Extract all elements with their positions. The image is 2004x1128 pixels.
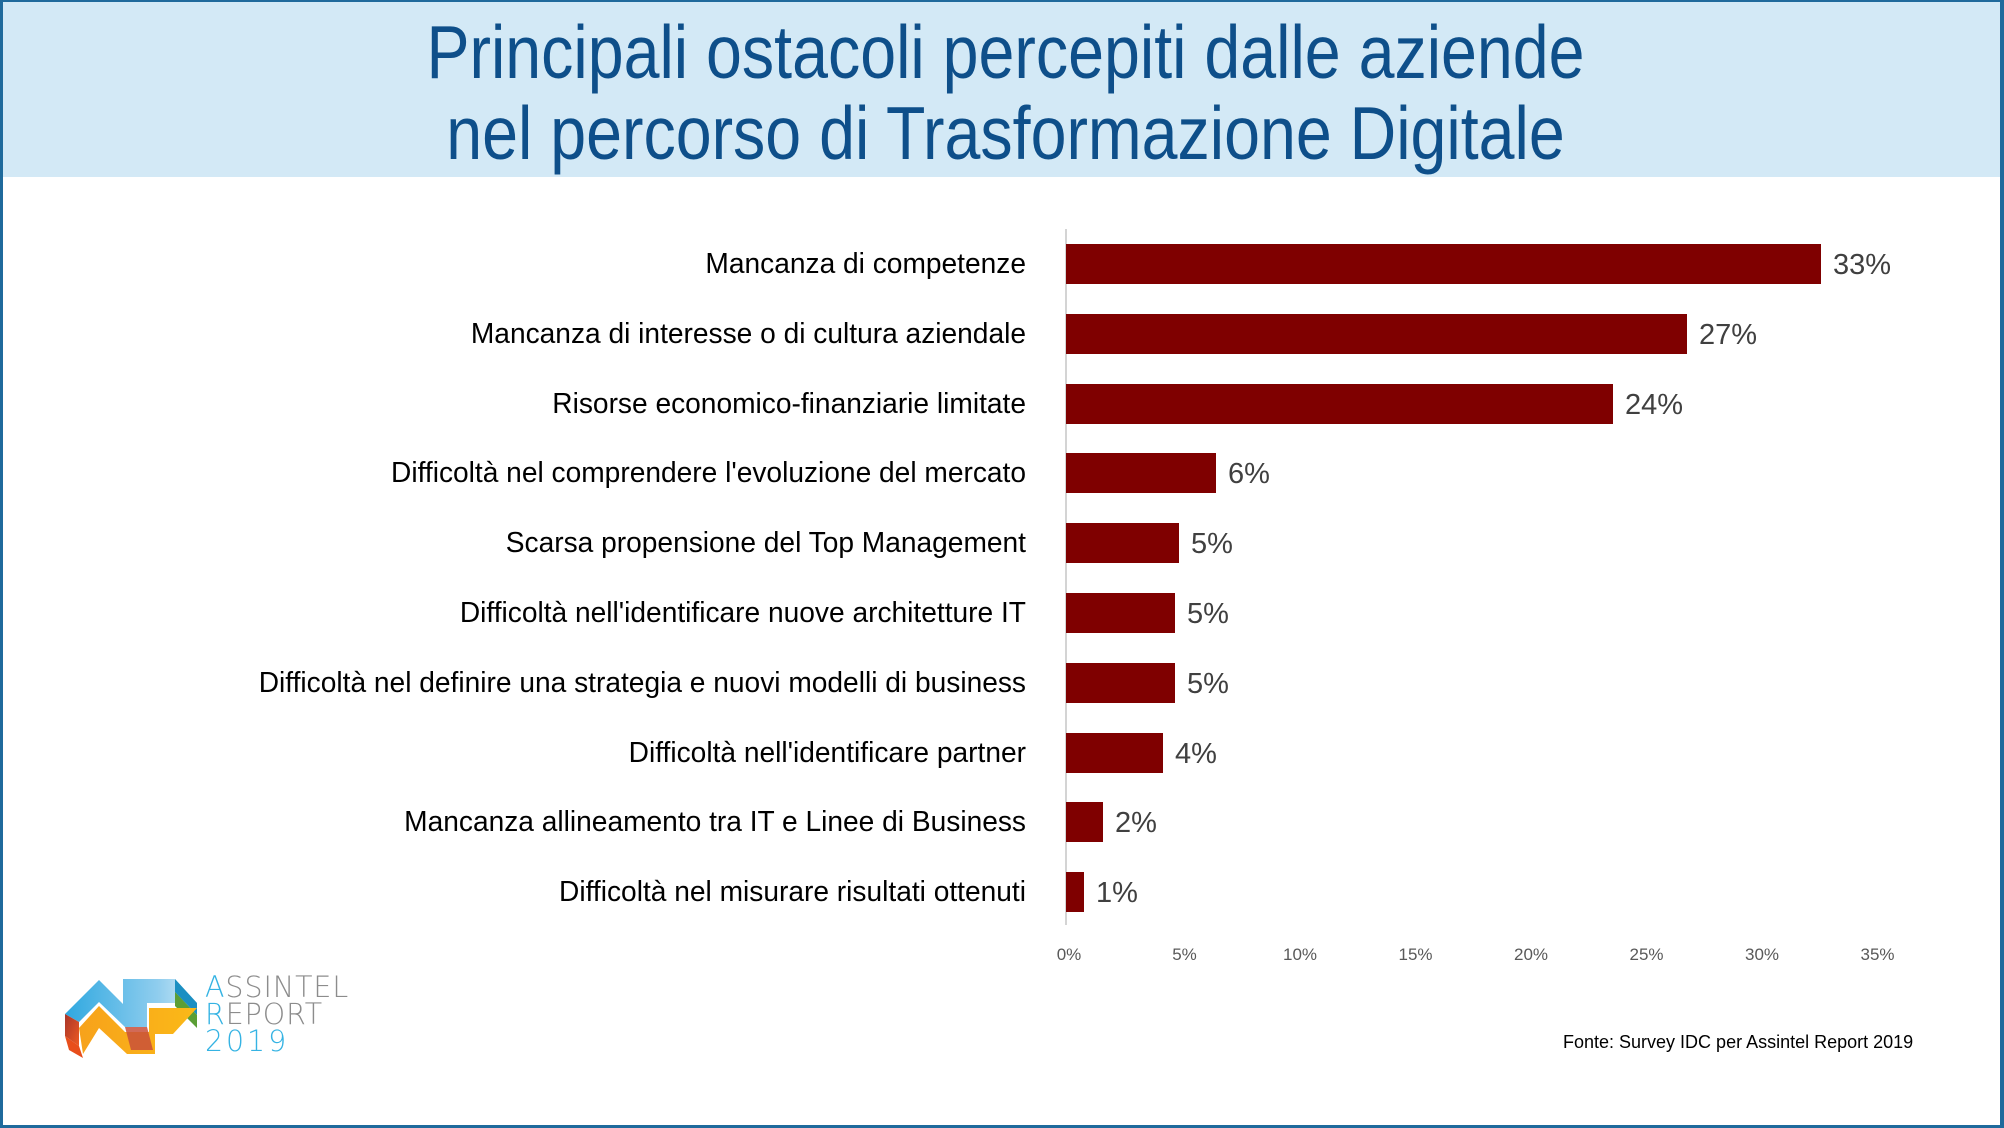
category-label: Risorse economico-finanziarie limitate <box>552 388 1026 420</box>
value-label: 5% <box>1191 528 1233 560</box>
assintel-logo-icon <box>65 979 197 1058</box>
x-tick-label: 25% <box>1629 945 1664 964</box>
x-tick-label: 30% <box>1744 945 1780 964</box>
logo-word-year: 2019 <box>205 1024 290 1058</box>
value-label: 2% <box>1115 807 1157 839</box>
bar <box>1066 733 1163 773</box>
assintel-report-logo: ASSINTEL REPORT 2019 <box>61 970 401 1070</box>
logo-word-assintel: ASSINTEL <box>205 973 349 1002</box>
x-tick-label: 5% <box>1172 945 1197 964</box>
value-label: 1% <box>1096 877 1138 909</box>
bar <box>1066 384 1613 424</box>
category-label: Mancanza di competenze <box>705 248 1026 280</box>
page-title-line-1: Principali ostacoli percepiti dalle azie… <box>426 10 1585 94</box>
logo-word-rest: EPORT <box>225 997 324 1031</box>
x-tick-label: 0% <box>1056 945 1082 964</box>
bar <box>1066 523 1179 563</box>
page-title-line-2: nel percorso di Trasformazione Digitale <box>446 91 1565 175</box>
category-axis-line <box>1065 229 1067 925</box>
value-label: 24% <box>1625 389 1684 421</box>
x-tick-label: 15% <box>1398 945 1433 964</box>
x-tick-label: 35% <box>1860 945 1895 964</box>
category-label: Difficoltà nel misurare risultati ottenu… <box>559 876 1026 908</box>
value-label: 4% <box>1175 738 1217 770</box>
bar <box>1066 593 1175 633</box>
logo-accent-letter: R <box>205 997 226 1031</box>
category-label: Difficoltà nell'identificare partner <box>628 737 1026 769</box>
logo-word-rest: SSINTEL <box>225 970 350 1004</box>
x-tick-label: 20% <box>1513 945 1549 964</box>
category-label: Difficoltà nel definire una strategia e … <box>258 667 1026 699</box>
category-label: Mancanza di interesse o di cultura azien… <box>470 318 1026 350</box>
logo-word-report: REPORT <box>205 1000 323 1029</box>
value-label: 27% <box>1699 319 1758 351</box>
value-label: 33% <box>1833 249 1892 281</box>
bar <box>1066 872 1084 912</box>
category-label: Difficoltà nel comprendere l'evoluzione … <box>391 457 1026 489</box>
category-label: Mancanza allineamento tra IT e Linee di … <box>404 806 1026 838</box>
x-tick-label: 10% <box>1282 945 1318 964</box>
bar <box>1066 244 1821 284</box>
title-banner: Principali ostacoli percepiti dalle azie… <box>3 2 2000 177</box>
value-label: 5% <box>1187 668 1229 700</box>
bar-chart: Mancanza di competenze 33% Mancanza di int… <box>3 2 2000 1125</box>
category-label: Difficoltà nell'identificare nuove archi… <box>459 597 1027 629</box>
logo-accent-letter: A <box>205 970 226 1004</box>
value-label: 6% <box>1228 458 1270 490</box>
value-label: 5% <box>1187 598 1229 630</box>
bar <box>1066 663 1175 703</box>
source-note: Fonte: Survey IDC per Assintel Report 20… <box>1563 1032 1914 1052</box>
bar <box>1066 453 1216 493</box>
bar <box>1066 314 1687 354</box>
bar <box>1066 802 1103 842</box>
category-label: Scarsa propensione del Top Management <box>505 527 1026 559</box>
